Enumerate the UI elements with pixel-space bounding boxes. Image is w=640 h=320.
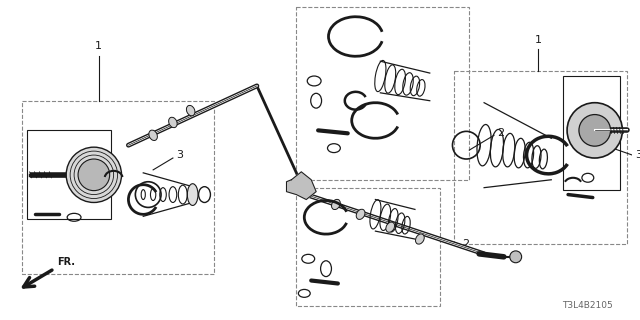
- Ellipse shape: [188, 184, 198, 205]
- Bar: [454, 71, 627, 244]
- Text: FR.: FR.: [58, 257, 76, 267]
- Ellipse shape: [149, 130, 157, 140]
- Bar: [296, 7, 469, 180]
- Text: 3: 3: [636, 150, 640, 160]
- Circle shape: [579, 115, 611, 146]
- Bar: [563, 76, 620, 190]
- Circle shape: [78, 159, 109, 191]
- Bar: [296, 188, 440, 306]
- Circle shape: [510, 251, 522, 263]
- Bar: [27, 130, 111, 219]
- Bar: [22, 101, 214, 274]
- Ellipse shape: [186, 105, 195, 116]
- Ellipse shape: [386, 222, 395, 232]
- Ellipse shape: [415, 234, 424, 244]
- Text: T3L4B2105: T3L4B2105: [562, 301, 612, 310]
- Ellipse shape: [356, 209, 365, 220]
- Ellipse shape: [332, 199, 340, 210]
- Text: 3: 3: [176, 150, 183, 160]
- Text: 2: 2: [497, 128, 504, 138]
- Circle shape: [66, 147, 122, 203]
- Text: 1: 1: [95, 41, 102, 51]
- Text: 1: 1: [535, 36, 542, 45]
- Text: 2: 2: [462, 239, 470, 249]
- Circle shape: [567, 103, 623, 158]
- Polygon shape: [287, 172, 316, 199]
- Ellipse shape: [168, 117, 177, 128]
